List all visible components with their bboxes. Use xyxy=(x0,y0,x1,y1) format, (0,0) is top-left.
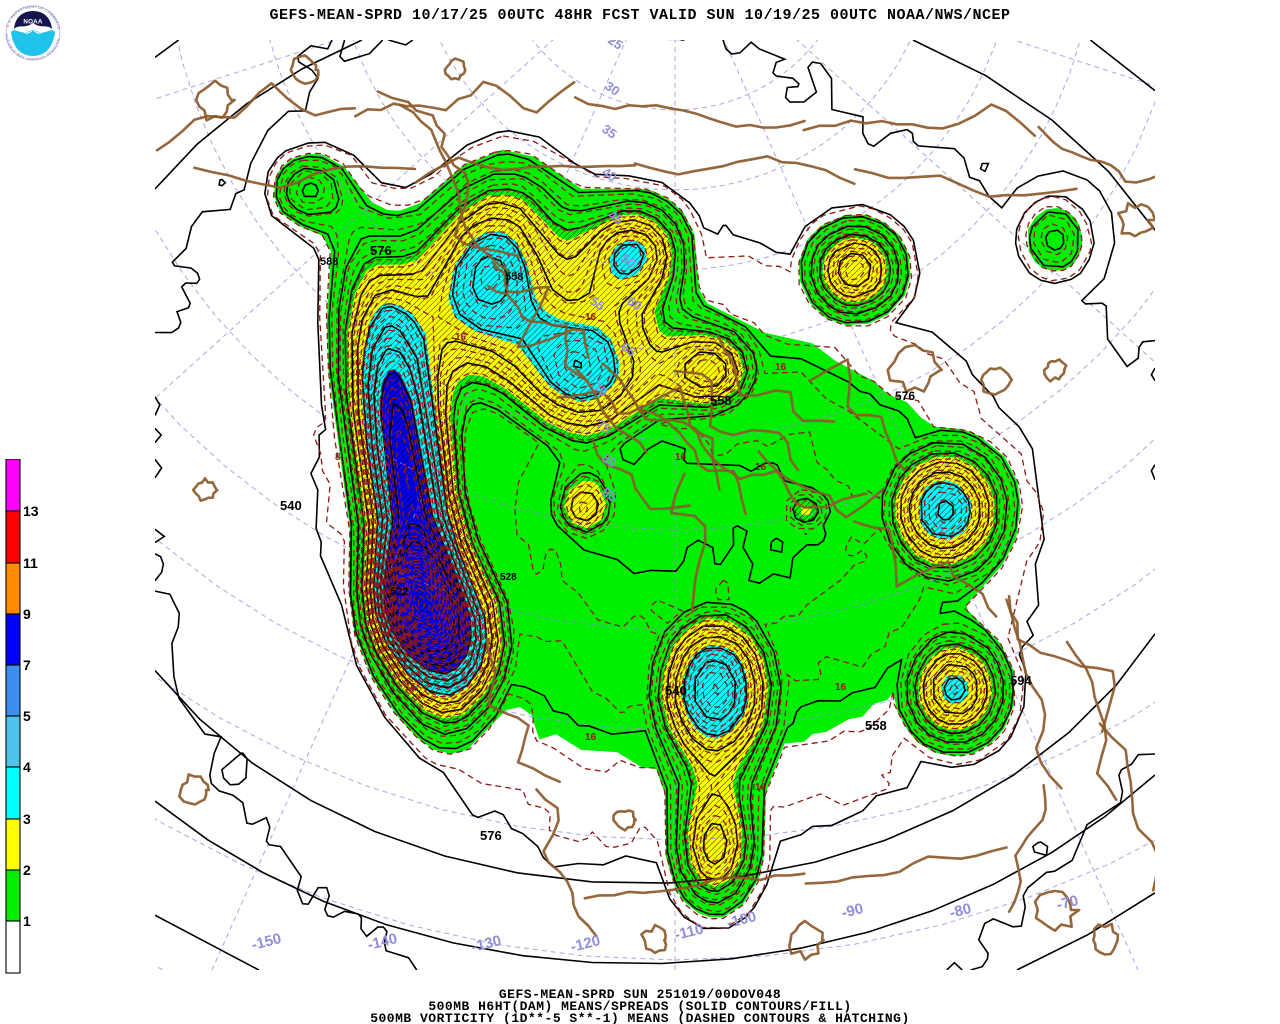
svg-text:3: 3 xyxy=(23,811,31,827)
svg-text:7: 7 xyxy=(23,657,31,673)
svg-text:-110: -110 xyxy=(673,920,705,944)
svg-text:576: 576 xyxy=(480,828,502,843)
svg-text:35: 35 xyxy=(599,121,619,142)
svg-text:558: 558 xyxy=(865,718,887,733)
svg-text:576: 576 xyxy=(370,243,392,258)
svg-text:528: 528 xyxy=(500,572,517,583)
svg-text:16: 16 xyxy=(755,462,767,473)
svg-text:-80: -80 xyxy=(948,900,973,922)
svg-text:13: 13 xyxy=(23,503,39,519)
svg-text:16: 16 xyxy=(835,682,847,693)
svg-text:588: 588 xyxy=(320,256,338,268)
svg-text:11: 11 xyxy=(23,555,38,571)
svg-text:16: 16 xyxy=(675,452,687,463)
svg-text:-90: -90 xyxy=(840,900,865,922)
svg-text:NOAA: NOAA xyxy=(23,19,43,26)
svg-text:16: 16 xyxy=(455,332,467,343)
svg-text:540: 540 xyxy=(665,683,687,698)
svg-text:8: 8 xyxy=(335,452,341,463)
svg-text:540: 540 xyxy=(280,498,302,513)
svg-text:30: 30 xyxy=(602,78,622,99)
svg-text:558: 558 xyxy=(505,271,523,283)
svg-text:522: 522 xyxy=(390,586,408,598)
svg-text:16: 16 xyxy=(405,682,417,693)
svg-text:594: 594 xyxy=(1010,673,1032,688)
svg-text:16: 16 xyxy=(585,732,597,743)
svg-text:16: 16 xyxy=(585,312,597,323)
svg-text:-130: -130 xyxy=(470,932,503,956)
svg-text:558: 558 xyxy=(710,393,732,408)
svg-text:2: 2 xyxy=(23,862,31,878)
svg-text:-150: -150 xyxy=(250,930,283,954)
svg-text:16: 16 xyxy=(775,362,787,373)
svg-text:16: 16 xyxy=(755,782,767,793)
svg-text:1: 1 xyxy=(23,913,31,929)
svg-text:-120: -120 xyxy=(569,932,602,956)
svg-text:5: 5 xyxy=(23,708,31,724)
svg-text:576: 576 xyxy=(895,389,915,403)
svg-text:4: 4 xyxy=(23,759,31,775)
svg-text:9: 9 xyxy=(23,606,31,622)
